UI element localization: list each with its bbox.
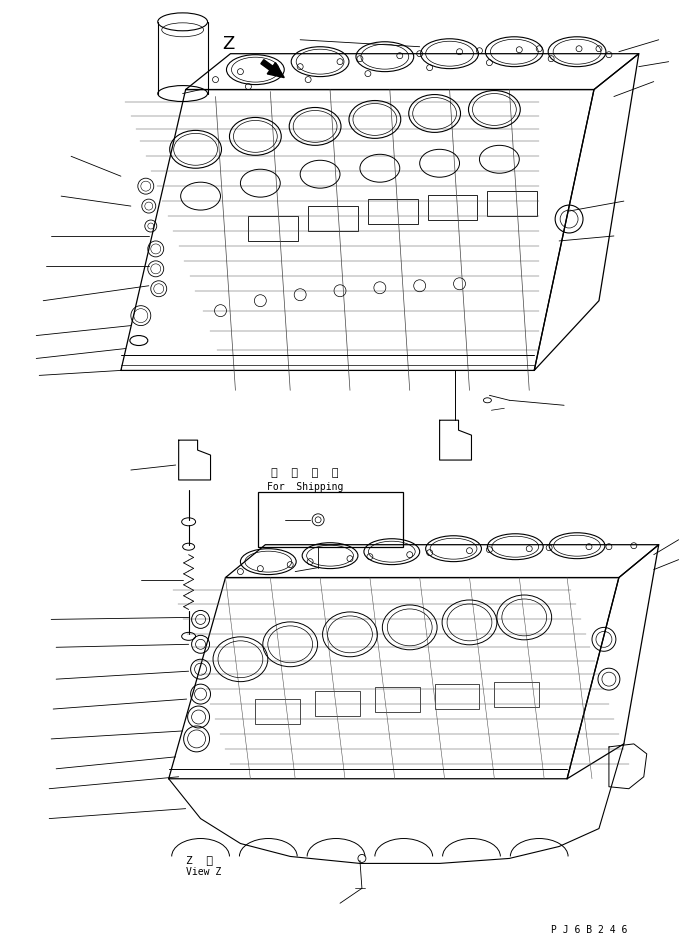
Bar	[255, 699, 300, 724]
Bar	[259, 492, 403, 547]
Bar	[427, 195, 477, 220]
Text: P J 6 B 2 4 6: P J 6 B 2 4 6	[551, 925, 627, 936]
Text: Z: Z	[222, 35, 235, 53]
Bar	[248, 216, 298, 241]
Text: 運  搜  部  品: 運 搜 部 品	[272, 468, 339, 478]
Bar	[368, 199, 418, 224]
FancyArrow shape	[261, 60, 284, 78]
Bar	[308, 206, 358, 231]
Text: View Z: View Z	[186, 867, 221, 877]
Bar	[435, 684, 480, 710]
Text: Z  視: Z 視	[186, 855, 213, 866]
Bar	[495, 682, 539, 707]
Bar	[375, 687, 420, 712]
Bar	[488, 191, 537, 216]
Bar	[315, 692, 360, 716]
Text: For  Shipping: For Shipping	[267, 482, 343, 492]
